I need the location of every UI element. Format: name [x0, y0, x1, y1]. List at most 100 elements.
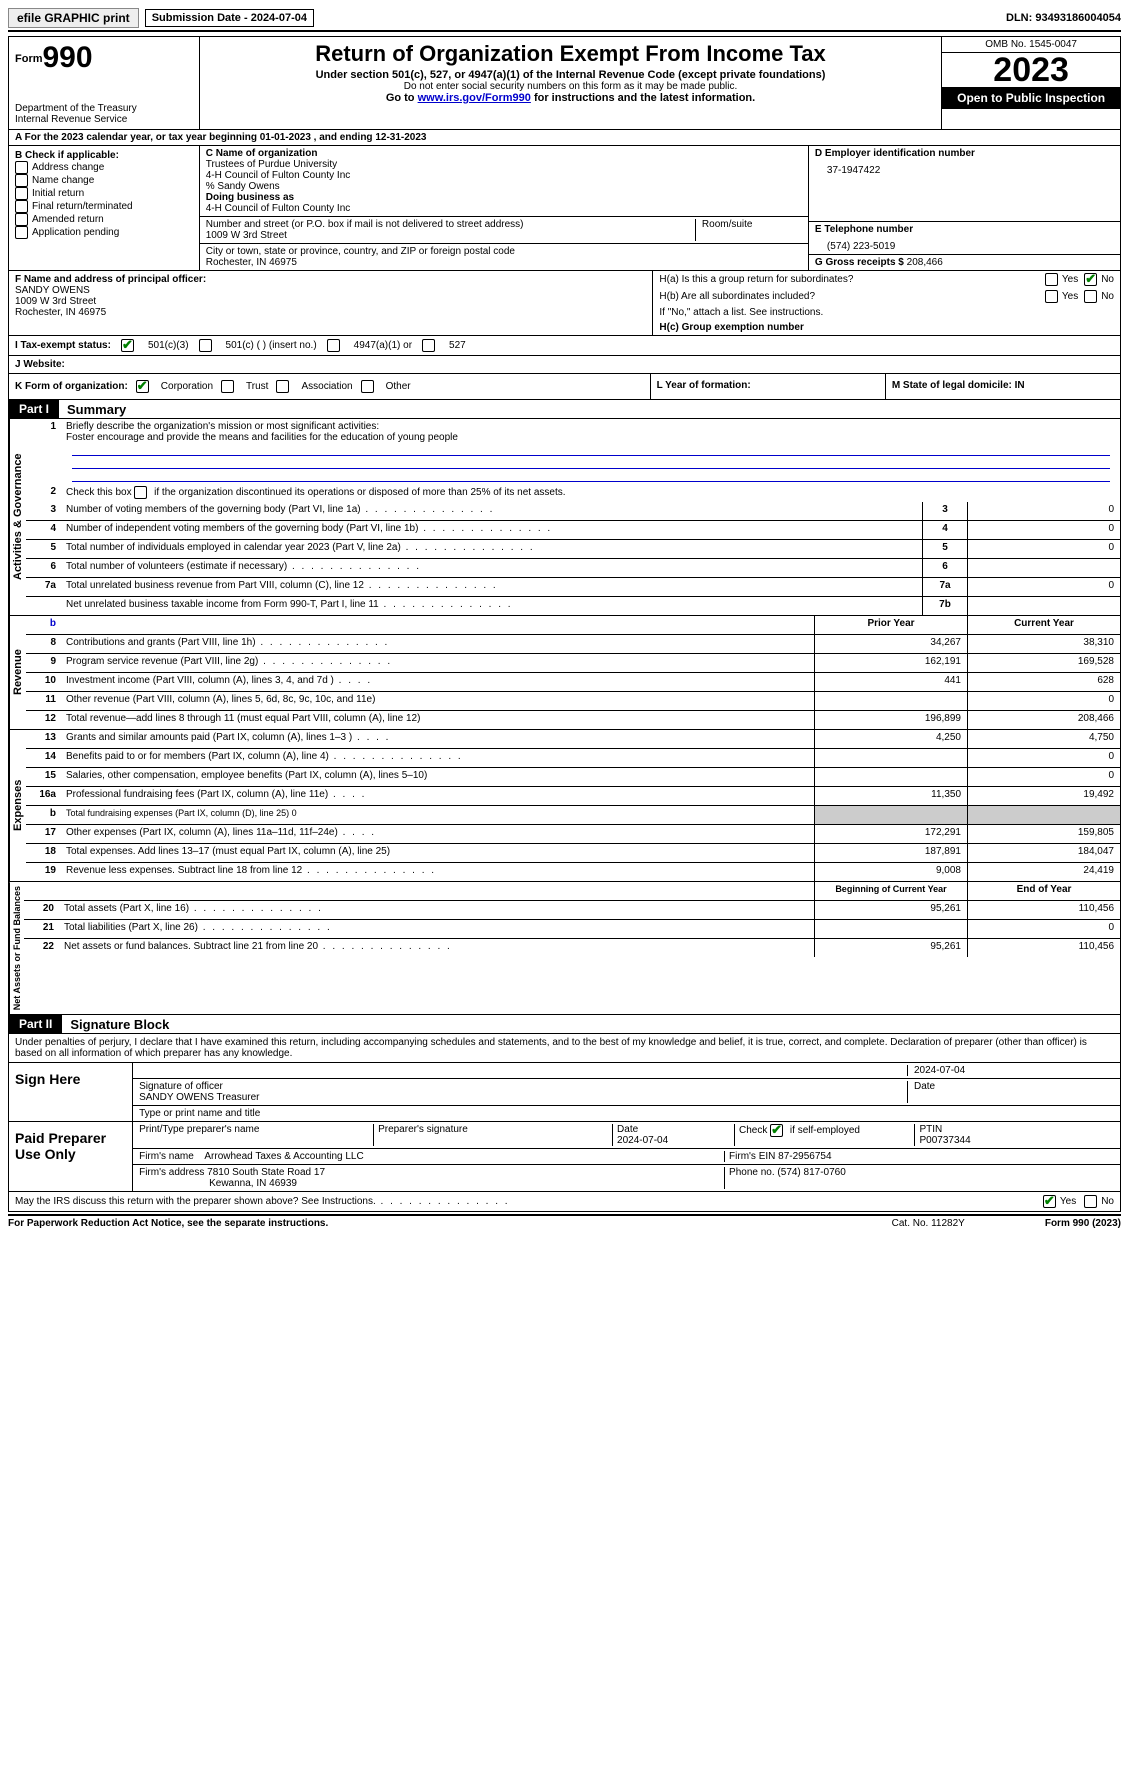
e21: 0	[967, 920, 1120, 938]
cb-address-change[interactable]	[15, 161, 28, 174]
open-to-public: Open to Public Inspection	[942, 87, 1120, 109]
dept-treasury: Department of the Treasury Internal Reve…	[15, 103, 193, 125]
mission-text: Foster encourage and provide the means a…	[66, 432, 458, 443]
cb-hb-no[interactable]	[1084, 290, 1097, 303]
tax-year: 2023	[942, 53, 1120, 87]
rev-label: Revenue	[9, 616, 26, 729]
page-footer: For Paperwork Reduction Act Notice, see …	[8, 1214, 1121, 1229]
c16a: 19,492	[967, 787, 1120, 805]
cb-501c3[interactable]	[121, 339, 134, 352]
efile-button[interactable]: efile GRAPHIC print	[8, 8, 139, 28]
box-h: H(a) Is this a group return for subordin…	[652, 271, 1120, 335]
cb-initial-return[interactable]	[15, 187, 28, 200]
ein: 37-1947422	[815, 165, 1114, 176]
p15	[814, 768, 967, 786]
row-i: I Tax-exempt status: 501(c)(3) 501(c) ( …	[8, 336, 1121, 356]
cb-4947[interactable]	[327, 339, 340, 352]
form-header: Form990 Department of the Treasury Inter…	[8, 36, 1121, 130]
firm-name: Arrowhead Taxes & Accounting LLC	[204, 1151, 363, 1162]
firm-addr2: Kewanna, IN 46939	[139, 1178, 297, 1189]
p14	[814, 749, 967, 767]
h-note: If "No," attach a list. See instructions…	[653, 305, 1120, 320]
row-klm: K Form of organization: Corporation Trus…	[8, 374, 1121, 400]
section-officer: F Name and address of principal officer:…	[8, 271, 1121, 336]
cb-527[interactable]	[422, 339, 435, 352]
submission-date: Submission Date - 2024-07-04	[145, 9, 314, 27]
firm-addr: 7810 South State Road 17	[207, 1167, 325, 1178]
c11: 0	[967, 692, 1120, 710]
c17: 159,805	[967, 825, 1120, 843]
cb-self-employed[interactable]	[770, 1124, 783, 1137]
p12: 196,899	[814, 711, 967, 729]
cb-name-change[interactable]	[15, 174, 28, 187]
sec-net-assets: Net Assets or Fund Balances Beginning of…	[8, 882, 1121, 1015]
perjury-statement: Under penalties of perjury, I declare th…	[8, 1034, 1121, 1063]
b21	[814, 920, 967, 938]
p13: 4,250	[814, 730, 967, 748]
sign-date: 2024-07-04	[907, 1065, 1114, 1076]
org-name-2: 4-H Council of Fulton County Inc	[206, 170, 802, 181]
cb-corp[interactable]	[136, 380, 149, 393]
ptin: P00737344	[919, 1135, 970, 1146]
sec-revenue: Revenue bPrior YearCurrent Year 8Contrib…	[8, 616, 1121, 730]
p11	[814, 692, 967, 710]
street-address: 1009 W 3rd Street	[206, 230, 695, 241]
box-b: B Check if applicable: Address change Na…	[9, 146, 200, 270]
box-c: C Name of organization Trustees of Purdu…	[200, 146, 808, 270]
box-d-e-g: D Employer identification number 37-1947…	[808, 146, 1120, 270]
cb-other[interactable]	[361, 380, 374, 393]
h-c: H(c) Group exemption number	[653, 320, 1120, 335]
cb-amended[interactable]	[15, 213, 28, 226]
cb-trust[interactable]	[221, 380, 234, 393]
v5: 0	[967, 540, 1120, 558]
sec-governance: Activities & Governance 1 Briefly descri…	[8, 419, 1121, 616]
c8: 38,310	[967, 635, 1120, 653]
exp-label: Expenses	[9, 730, 26, 881]
p17: 172,291	[814, 825, 967, 843]
cb-ha-no[interactable]	[1084, 273, 1097, 286]
org-name-1: Trustees of Purdue University	[206, 159, 802, 170]
cb-501c[interactable]	[199, 339, 212, 352]
discuss-row: May the IRS discuss this return with the…	[8, 1192, 1121, 1212]
e22: 110,456	[967, 939, 1120, 957]
cb-discuss-no[interactable]	[1084, 1195, 1097, 1208]
cb-final-return[interactable]	[15, 200, 28, 213]
part-2-header: Part II Signature Block	[8, 1015, 1121, 1034]
c14: 0	[967, 749, 1120, 767]
box-f: F Name and address of principal officer:…	[9, 271, 652, 335]
room-suite-lbl: Room/suite	[695, 219, 802, 241]
form-subtitle-2: Do not enter social security numbers on …	[206, 81, 936, 92]
c18: 184,047	[967, 844, 1120, 862]
cb-discontinued[interactable]	[134, 486, 147, 499]
cb-discuss-yes[interactable]	[1043, 1195, 1056, 1208]
prep-date: 2024-07-04	[617, 1135, 668, 1146]
irs-link[interactable]: www.irs.gov/Form990	[418, 92, 531, 104]
cb-app-pending[interactable]	[15, 226, 28, 239]
v7b	[967, 597, 1120, 615]
v3: 0	[967, 502, 1120, 520]
p16a: 11,350	[814, 787, 967, 805]
p8: 34,267	[814, 635, 967, 653]
cb-assoc[interactable]	[276, 380, 289, 393]
paid-preparer: Paid Preparer Use Only Print/Type prepar…	[8, 1122, 1121, 1192]
form-number: 990	[43, 41, 93, 74]
part-1-header: Part I Summary	[8, 400, 1121, 419]
b20: 95,261	[814, 901, 967, 919]
v7a: 0	[967, 578, 1120, 596]
form-subtitle-3: Go to www.irs.gov/Form990 for instructio…	[206, 92, 936, 104]
top-bar: efile GRAPHIC print Submission Date - 20…	[8, 8, 1121, 32]
cb-ha-yes[interactable]	[1045, 273, 1058, 286]
cb-hb-yes[interactable]	[1045, 290, 1058, 303]
sec-expenses: Expenses 13Grants and similar amounts pa…	[8, 730, 1121, 882]
officer-city: Rochester, IN 46975	[15, 307, 646, 318]
firm-ein: 87-2956754	[778, 1151, 831, 1162]
c10: 628	[967, 673, 1120, 691]
form-title: Return of Organization Exempt From Incom…	[206, 41, 936, 67]
c12: 208,466	[967, 711, 1120, 729]
form-subtitle-1: Under section 501(c), 527, or 4947(a)(1)…	[206, 69, 936, 81]
e20: 110,456	[967, 901, 1120, 919]
p10: 441	[814, 673, 967, 691]
c9: 169,528	[967, 654, 1120, 672]
section-identity: B Check if applicable: Address change Na…	[8, 146, 1121, 271]
sign-here: Sign Here 2024-07-04 Signature of office…	[8, 1063, 1121, 1122]
